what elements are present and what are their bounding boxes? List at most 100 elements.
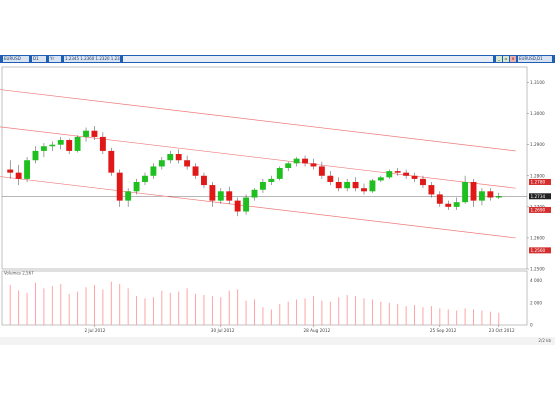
candle[interactable] (116, 169, 123, 207)
candle-body (394, 171, 401, 173)
candle[interactable] (251, 188, 258, 201)
candle[interactable] (428, 181, 435, 198)
candle[interactable] (377, 175, 384, 182)
candle[interactable] (83, 127, 89, 142)
channel-line-3[interactable] (0, 176, 516, 239)
candle-body (495, 196, 502, 198)
candle[interactable] (74, 135, 81, 153)
candle[interactable] (420, 175, 426, 189)
candle-body (377, 177, 384, 181)
candle-body (436, 194, 443, 204)
candle[interactable] (99, 132, 106, 155)
timeframe-field[interactable]: D1 (32, 56, 46, 62)
candle[interactable] (344, 178, 351, 192)
candle-body (445, 203, 452, 207)
candle[interactable] (302, 155, 308, 167)
candle-body (142, 175, 148, 182)
price-axis-label: 1.2600 (530, 235, 545, 240)
candle-body (428, 185, 435, 195)
close-icon[interactable]: × (510, 56, 516, 62)
traffic-counter: 2/2 kb (538, 338, 551, 343)
candle[interactable] (394, 168, 401, 176)
candle[interactable] (175, 149, 182, 164)
symbol-field[interactable]: EURUSD (3, 56, 29, 62)
candle[interactable] (318, 161, 325, 179)
candle[interactable] (495, 192, 502, 200)
restore-icon[interactable]: ▫ (503, 56, 509, 62)
candle[interactable] (158, 157, 165, 170)
candle-body (158, 160, 165, 167)
minimize-icon[interactable]: _ (496, 56, 502, 62)
candle[interactable] (234, 197, 241, 217)
candle[interactable] (478, 188, 485, 206)
candle-body (7, 169, 14, 173)
candle-body (293, 158, 300, 164)
terminal-window: EURUSD D1 Yr 1.2345 1.2360 1.2320 1.2340… (0, 55, 555, 345)
candle[interactable] (49, 141, 56, 151)
candle[interactable] (125, 188, 132, 207)
candle[interactable] (335, 177, 342, 192)
candle[interactable] (66, 138, 73, 155)
candle[interactable] (403, 169, 410, 179)
candle-body (91, 130, 98, 137)
candle-body (243, 197, 250, 212)
candle[interactable] (108, 147, 115, 176)
candle[interactable] (32, 146, 39, 164)
candle[interactable] (453, 197, 460, 210)
candle[interactable] (142, 172, 148, 186)
price-axis-label: 1.2800 (530, 173, 545, 178)
candle[interactable] (150, 163, 157, 179)
candle-body (83, 130, 89, 137)
candle[interactable] (201, 172, 207, 189)
period-field[interactable]: Yr (49, 56, 61, 62)
price-tag-label: 1.2690 (531, 208, 546, 213)
candle[interactable] (276, 166, 283, 181)
candle[interactable] (386, 169, 393, 179)
candle-body (175, 154, 182, 161)
candle[interactable] (24, 157, 31, 182)
candle[interactable] (209, 181, 216, 207)
candle-body (310, 163, 317, 167)
candle[interactable] (487, 188, 494, 201)
volume-label: Volumes 2,567 (4, 271, 34, 276)
candle[interactable] (57, 136, 64, 150)
candle[interactable] (293, 157, 300, 167)
candle[interactable] (15, 164, 22, 186)
price-tag (529, 193, 551, 200)
candle[interactable] (7, 160, 14, 179)
candle[interactable] (411, 172, 418, 182)
candle[interactable] (40, 143, 47, 158)
candle-body (386, 171, 393, 178)
candle[interactable] (133, 178, 140, 195)
candle[interactable] (192, 163, 199, 179)
volume-axis-label: 0 (530, 323, 533, 328)
candle[interactable] (361, 183, 367, 195)
channel-line-2[interactable] (0, 126, 516, 189)
price-chart[interactable]: 1.3100 1.3000 1.2900 1.2800 1.2700 1.2600 1.25… (0, 63, 555, 337)
candle-body (462, 181, 469, 203)
channel-line-1[interactable] (0, 89, 516, 152)
candle[interactable] (285, 161, 292, 172)
candle[interactable] (184, 155, 191, 170)
candle[interactable] (352, 177, 359, 192)
candle-body (49, 144, 56, 147)
candle[interactable] (268, 175, 275, 186)
price-pane[interactable] (1, 66, 528, 270)
candle-body (209, 185, 216, 201)
candle[interactable] (243, 194, 250, 215)
candle[interactable] (226, 186, 233, 204)
candle[interactable] (369, 178, 376, 193)
candle[interactable] (167, 150, 174, 164)
candle[interactable] (327, 171, 334, 186)
candle[interactable] (259, 178, 266, 193)
candle[interactable] (462, 175, 469, 204)
candle-body (335, 181, 342, 189)
candle[interactable] (217, 188, 224, 204)
candle-body (133, 181, 140, 192)
candle[interactable] (436, 191, 443, 207)
candle[interactable] (470, 178, 477, 207)
candle[interactable] (91, 126, 98, 141)
candle-body (259, 181, 266, 190)
candle[interactable] (445, 200, 452, 210)
candle[interactable] (310, 158, 317, 170)
